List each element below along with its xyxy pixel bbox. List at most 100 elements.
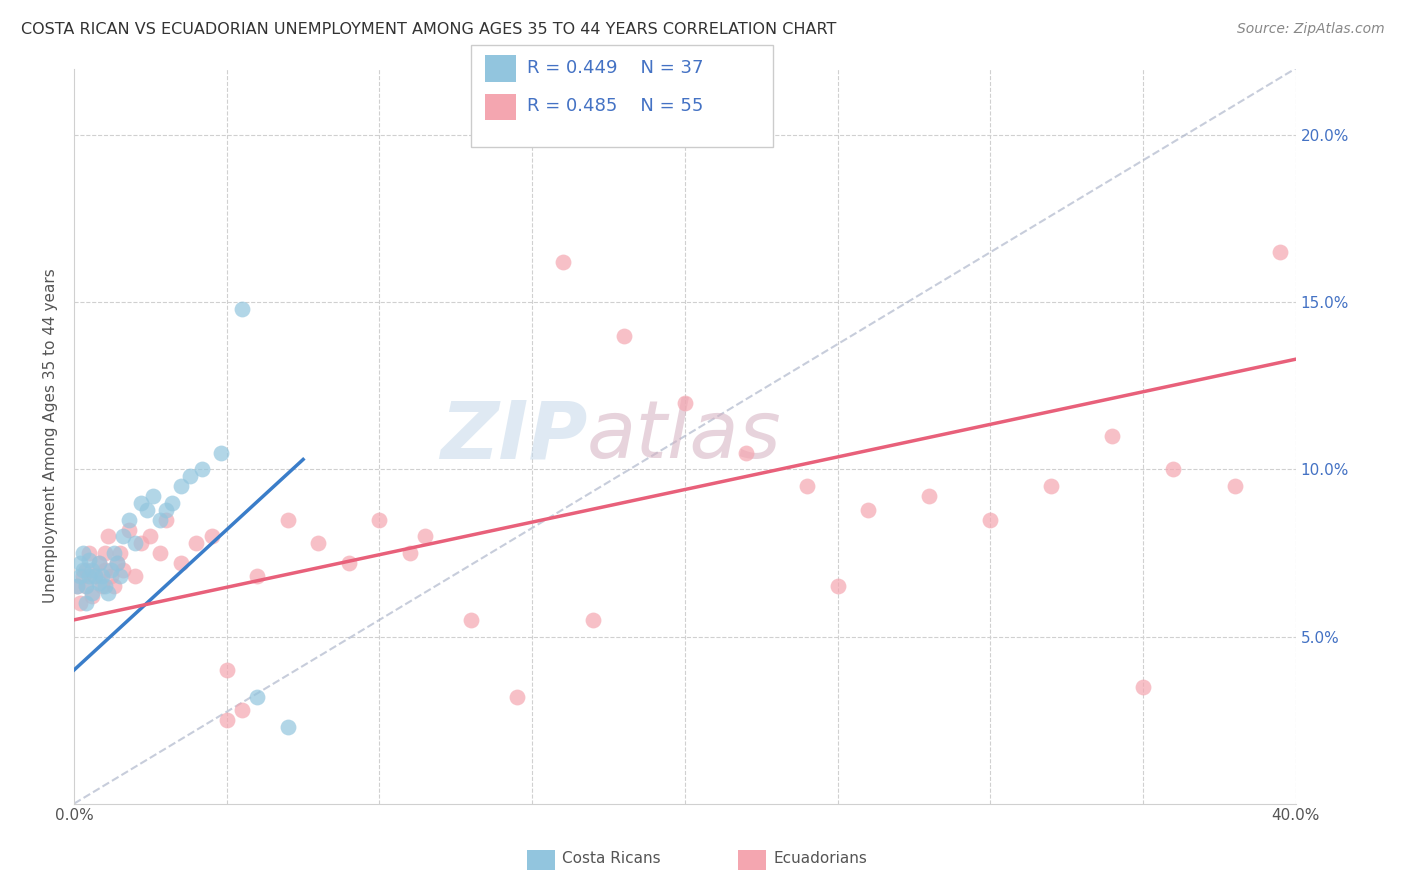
Point: [735, 446, 758, 460]
Point: [72, 563, 94, 577]
Point: [827, 579, 849, 593]
Point: [215, 663, 238, 677]
Text: R = 0.449    N = 37: R = 0.449 N = 37: [527, 59, 704, 77]
Point: [246, 569, 269, 583]
Point: [82, 563, 104, 577]
Point: [82, 586, 104, 600]
Point: [105, 556, 128, 570]
Point: [97, 586, 120, 600]
Point: [231, 302, 253, 317]
Point: [100, 569, 122, 583]
Point: [79, 552, 101, 566]
Text: COSTA RICAN VS ECUADORIAN UNEMPLOYMENT AMONG AGES 35 TO 44 YEARS CORRELATION CHA: COSTA RICAN VS ECUADORIAN UNEMPLOYMENT A…: [21, 22, 837, 37]
Point: [1223, 479, 1246, 493]
Text: Ecuadorians: Ecuadorians: [773, 852, 868, 866]
Point: [93, 546, 115, 560]
Point: [413, 529, 436, 543]
Point: [160, 496, 183, 510]
Point: [139, 529, 162, 543]
Point: [93, 563, 115, 577]
Point: [82, 590, 104, 604]
Point: [170, 479, 193, 493]
Point: [1132, 680, 1154, 694]
Point: [75, 579, 97, 593]
Point: [97, 529, 120, 543]
Point: [460, 613, 482, 627]
Point: [124, 569, 146, 583]
Point: [613, 328, 636, 343]
Point: [108, 546, 131, 560]
Point: [69, 569, 91, 583]
Point: [66, 579, 89, 593]
Point: [1163, 462, 1185, 476]
Point: [191, 462, 214, 476]
Point: [200, 529, 222, 543]
Point: [1270, 245, 1292, 260]
Point: [111, 563, 134, 577]
Point: [506, 690, 529, 704]
Point: [103, 579, 125, 593]
Point: [368, 513, 391, 527]
Y-axis label: Unemployment Among Ages 35 to 44 years: Unemployment Among Ages 35 to 44 years: [44, 268, 58, 604]
Point: [209, 446, 232, 460]
Point: [979, 513, 1001, 527]
Point: [93, 579, 115, 593]
Point: [155, 502, 177, 516]
Point: [231, 703, 253, 717]
Text: R = 0.485    N = 55: R = 0.485 N = 55: [527, 97, 703, 115]
Point: [149, 513, 172, 527]
Point: [399, 546, 422, 560]
Point: [90, 579, 112, 593]
Point: [856, 502, 879, 516]
Point: [277, 720, 299, 734]
Point: [796, 479, 818, 493]
Point: [337, 556, 360, 570]
Point: [142, 489, 165, 503]
Point: [179, 469, 201, 483]
Point: [111, 529, 134, 543]
Point: [129, 496, 152, 510]
Point: [100, 563, 122, 577]
Point: [551, 255, 574, 269]
Point: [75, 596, 97, 610]
Point: [215, 713, 238, 727]
Text: atlas: atlas: [588, 397, 782, 475]
Point: [136, 502, 159, 516]
Point: [277, 513, 299, 527]
Point: [69, 556, 91, 570]
Point: [155, 513, 177, 527]
Point: [75, 563, 97, 577]
Point: [118, 523, 141, 537]
Text: Costa Ricans: Costa Ricans: [562, 852, 661, 866]
Point: [582, 613, 605, 627]
Point: [84, 569, 107, 583]
Point: [307, 536, 329, 550]
Point: [87, 576, 110, 591]
Point: [170, 556, 193, 570]
Text: ZIP: ZIP: [440, 397, 588, 475]
Point: [108, 569, 131, 583]
Point: [129, 536, 152, 550]
Point: [246, 690, 269, 704]
Point: [79, 546, 101, 560]
Point: [103, 546, 125, 560]
Point: [1101, 429, 1123, 443]
Point: [72, 569, 94, 583]
Point: [87, 556, 110, 570]
Point: [149, 546, 172, 560]
Point: [124, 536, 146, 550]
Point: [66, 579, 89, 593]
Point: [118, 513, 141, 527]
Point: [69, 596, 91, 610]
Point: [84, 569, 107, 583]
Point: [186, 536, 208, 550]
Point: [90, 569, 112, 583]
Point: [673, 395, 696, 409]
Point: [72, 546, 94, 560]
Point: [918, 489, 941, 503]
Point: [87, 556, 110, 570]
Point: [1040, 479, 1063, 493]
Point: [105, 556, 128, 570]
Point: [75, 579, 97, 593]
Point: [79, 569, 101, 583]
